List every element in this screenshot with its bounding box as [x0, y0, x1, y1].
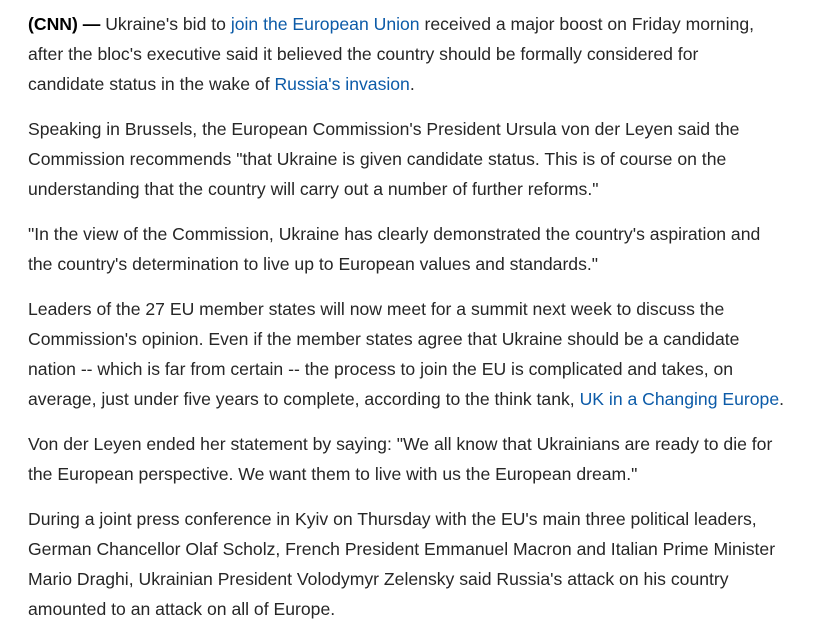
paragraph-2: Speaking in Brussels, the European Commi…: [28, 114, 814, 204]
paragraph-6-line-2: German Chancellor Olaf Scholz, French Pr…: [28, 539, 776, 559]
article-body: (CNN) — Ukraine's bid to join the Europe…: [28, 9, 814, 624]
link-russias-invasion[interactable]: Russia's invasion: [274, 74, 410, 94]
paragraph-1-line-1: (CNN) — Ukraine's bid to join the Europe…: [28, 9, 814, 39]
paragraph-4-line-2: Commission's opinion. Even if the member…: [28, 329, 740, 349]
paragraph-1-line-2: after the bloc's executive said it belie…: [28, 44, 699, 64]
text-segment: .: [409, 74, 415, 94]
paragraph-6-line-4: amounted to an attack on all of Europe.: [28, 599, 336, 619]
paragraph-6: During a joint press conference in Kyiv …: [28, 504, 814, 624]
paragraph-6-line-3: Mario Draghi, Ukrainian President Volody…: [28, 569, 729, 589]
paragraph-4: Leaders of the 27 EU member states will …: [28, 294, 814, 414]
paragraph-4-line-4: average, just under five years to comple…: [28, 384, 814, 414]
paragraph-4-line-3: nation -- which is far from certain -- t…: [28, 359, 734, 379]
dateline: (CNN) —: [28, 14, 101, 34]
paragraph-2-line-2: Commission recommends "that Ukraine is g…: [28, 149, 727, 169]
text-segment: candidate status in the wake of: [28, 74, 275, 94]
text-segment: Ukraine's bid to: [100, 14, 231, 34]
text-segment: .: [779, 389, 784, 409]
text-segment: average, just under five years to comple…: [28, 389, 580, 409]
paragraph-3-line-2: the country's determination to live up t…: [28, 254, 599, 274]
paragraph-5-line-2: the European perspective. We want them t…: [28, 464, 638, 484]
paragraph-2-line-3: understanding that the country will carr…: [28, 179, 599, 199]
link-join-european-union[interactable]: join the European Union: [230, 14, 420, 34]
paragraph-5: Von der Leyen ended her statement by say…: [28, 429, 814, 489]
paragraph-2-line-1: Speaking in Brussels, the European Commi…: [28, 119, 740, 139]
paragraph-3-line-1: "In the view of the Commission, Ukraine …: [28, 224, 761, 244]
paragraph-6-line-1: During a joint press conference in Kyiv …: [28, 509, 757, 529]
paragraph-5-line-1: Von der Leyen ended her statement by say…: [28, 434, 773, 454]
paragraph-1-line-3: candidate status in the wake of Russia's…: [28, 69, 814, 99]
paragraph-4-line-1: Leaders of the 27 EU member states will …: [28, 299, 725, 319]
paragraph-1: (CNN) — Ukraine's bid to join the Europe…: [28, 9, 814, 99]
text-segment: received a major boost on Friday morning…: [419, 14, 755, 34]
link-uk-in-a-changing-europe[interactable]: UK in a Changing Europe: [579, 389, 780, 409]
paragraph-3: "In the view of the Commission, Ukraine …: [28, 219, 814, 279]
